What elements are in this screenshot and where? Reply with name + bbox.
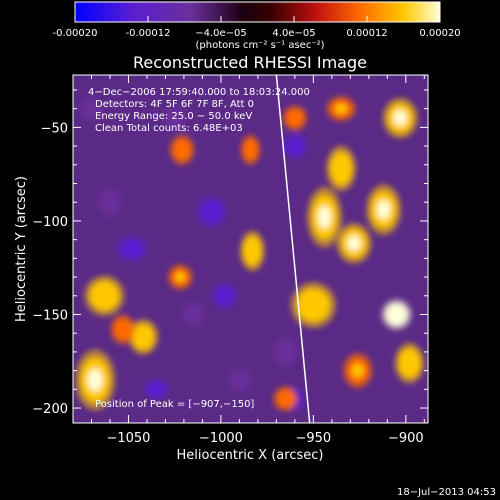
hot-spot-core: [352, 364, 364, 378]
colorbar: -0.00020 -0.00012 −4.0e−05 4.0e−05 0.00012 0.…: [53, 1, 461, 51]
cold-spot: [82, 99, 101, 119]
y-axis-label: Heliocentric Y (arcsec): [14, 176, 29, 322]
colorbar-tick-label: 0.00012: [346, 28, 387, 39]
hot-spot-core: [177, 144, 187, 156]
hot-spot-core: [247, 243, 257, 259]
heatmap-layer: [75, 96, 425, 412]
x-tick-labels: −1050 −1000 −950 −900: [106, 431, 423, 446]
hot-spot-core: [377, 200, 391, 220]
y-tick-label: −100: [32, 215, 68, 230]
hot-spot-core: [246, 144, 255, 156]
cold-spot: [100, 191, 120, 214]
colorbar-tick-label: −4.0e−05: [195, 28, 247, 39]
colorbar-gradient: [74, 1, 441, 23]
cold-spot: [121, 239, 144, 259]
hot-spot-core: [137, 330, 149, 344]
chart-title: Reconstructed RHESSI Image: [133, 53, 367, 72]
colorbar-tick-labels: -0.00020 -0.00012 −4.0e−05 4.0e−05 0.00012 0.…: [53, 28, 461, 39]
cold-spot: [165, 108, 184, 128]
peak-position-label: Position of Peak = [−907,−150]: [95, 399, 254, 410]
solar-limb-line: [275, 75, 311, 423]
hot-spot-core: [175, 272, 185, 282]
hot-spot-core: [317, 205, 331, 229]
annotation-line: 4−Dec−2006 17:59:40.000 to 18:03:24.000: [88, 87, 310, 98]
hot-spot-core: [391, 308, 403, 321]
hot-spot-core: [97, 288, 112, 304]
timestamp: 18−Jul−2013 04:53: [397, 487, 496, 498]
x-tick-label: −1000: [199, 431, 243, 446]
colorbar-tick-label: -0.00012: [126, 28, 171, 39]
cold-spot: [183, 305, 203, 324]
colorbar-ticks: [74, 16, 441, 22]
cold-spot: [146, 381, 166, 397]
y-tick-labels: −50 −100 −150 −200: [32, 121, 68, 417]
x-tick-label: −950: [296, 431, 332, 446]
colorbar-tick-label: -0.00020: [53, 28, 98, 39]
x-tick-label: −900: [388, 431, 424, 446]
axis-ticks: [73, 75, 428, 423]
hot-spot-core: [281, 394, 291, 404]
y-tick-label: −200: [32, 402, 68, 417]
hot-spot-core: [403, 355, 416, 371]
annotation-line: Clean Total counts: 6.48E+03: [95, 123, 243, 134]
hot-spot-core: [118, 323, 128, 336]
cold-spot: [215, 286, 234, 306]
hot-spot-core: [347, 235, 361, 251]
annotation-line: Energy Range: 25.0 − 50.0 keV: [95, 111, 252, 122]
cold-spot: [230, 370, 249, 390]
x-tick-label: −1050: [106, 431, 150, 446]
hot-spot-core: [393, 110, 407, 126]
y-tick-label: −50: [41, 121, 68, 136]
hot-spot-core: [290, 113, 300, 123]
cold-spot: [285, 136, 305, 156]
colorbar-tick-label: 0.00020: [419, 28, 460, 39]
hot-spot-core: [305, 296, 322, 314]
x-axis-label: Heliocentric X (arcsec): [177, 448, 324, 463]
colorbar-tick-label: 4.0e−05: [272, 28, 315, 39]
colorbar-units-label: (photons cm⁻² s⁻¹ asec⁻²): [195, 40, 324, 51]
plot-area: −1050 −1000 −950 −900 −50 −100 −150 −200 4−Dec…: [32, 74, 429, 446]
annotation-line: Detectors: 4F 5F 6F 7F 8F, Att 0: [95, 99, 254, 110]
hot-spot-core: [335, 160, 347, 177]
plot-border: [72, 74, 429, 424]
observation-annotations: 4−Dec−2006 17:59:40.000 to 18:03:24.000D…: [88, 87, 310, 134]
y-tick-label: −150: [32, 308, 68, 323]
cold-spot: [276, 340, 295, 364]
hot-spot-core: [87, 368, 103, 392]
hot-spot-core: [335, 104, 347, 114]
cold-spot: [200, 200, 223, 223]
